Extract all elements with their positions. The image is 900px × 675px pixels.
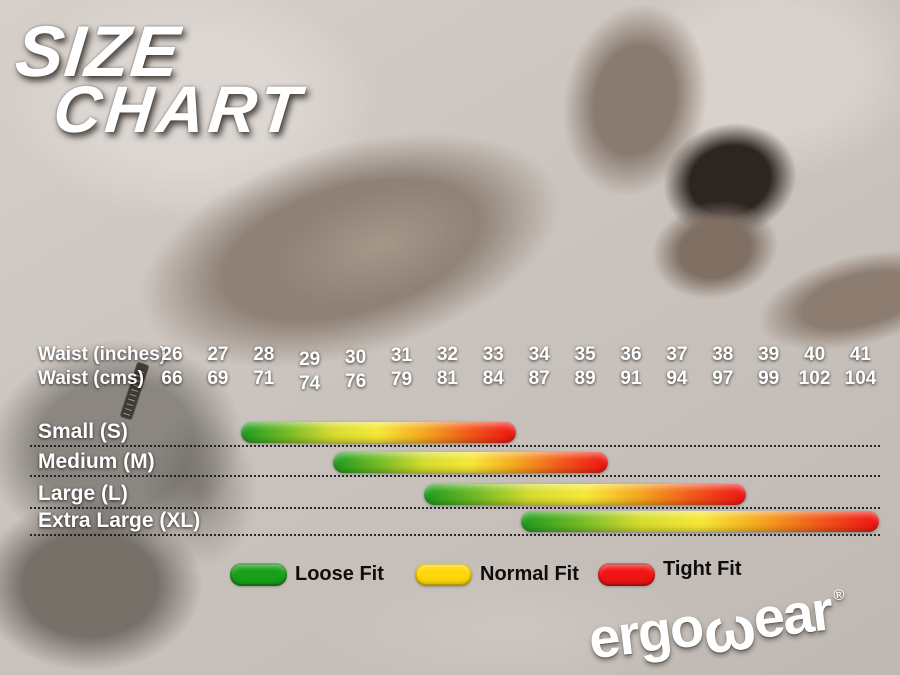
waist-inches-value: 39 [758,344,780,365]
waist-inches-value: 35 [574,344,596,365]
waist-inches-value: 29 [299,349,321,370]
waist-cms-value: 79 [390,369,413,390]
waist-inches-value: 38 [712,344,734,365]
waist-inches-value: 34 [528,344,550,365]
legend-label: Tight Fit [663,558,742,580]
bed-sheet-bottom [250,540,770,675]
legend-label: Loose Fit [295,563,384,585]
registered-trademark-icon: ® [832,586,846,605]
waist-inches-value: 33 [482,344,504,365]
waist-cms-value: 69 [207,368,229,389]
row-separator-dotted-line [30,475,880,477]
waist-cms-axis-label: Waist (cms) [38,368,144,389]
size-range-bar [424,484,746,505]
waist-cms-value: 102 [798,368,831,389]
row-separator-dotted-line [30,507,880,509]
waist-cms-value: 97 [712,368,734,389]
legend-swatch-loose-fit [230,563,287,586]
legend-swatch-normal-fit [415,563,472,586]
waist-inches-value: 32 [436,344,458,365]
waist-inches-value: 31 [390,345,413,366]
waist-inches-value: 30 [345,347,367,368]
waist-inches-value: 40 [804,344,826,365]
waist-cms-value: 99 [758,368,780,389]
size-range-bar [520,511,879,532]
size-row-label: Large (L) [38,482,128,505]
size-range-bar [332,452,609,473]
waist-inches-value: 41 [849,344,872,365]
waist-inches-axis-label: Waist (inches) [38,344,167,365]
waist-inches-value: 26 [161,344,183,365]
waist-cms-value: 94 [666,368,688,389]
waist-cms-value: 89 [574,368,596,389]
waist-inches-value: 37 [666,344,688,365]
row-separator-dotted-line [30,534,880,536]
legend-label: Normal Fit [480,563,579,585]
waist-inches-value: 36 [620,344,642,365]
logo-omega-glyph: ω [699,592,758,668]
legend-swatch-tight-fit [598,563,655,586]
logo-text-post: ear [749,578,835,651]
row-separator-dotted-line [30,445,880,447]
waist-inches-value: 28 [253,344,275,365]
waist-cms-value: 74 [299,373,321,394]
waist-cms-value: 104 [844,368,877,389]
waist-cms-value: 66 [161,368,183,389]
waist-cms-value: 76 [345,371,367,392]
waist-cms-value: 91 [620,368,642,389]
size-range-bar [240,422,517,443]
poster-title-line2: CHART [50,72,308,146]
waist-cms-value: 84 [482,368,504,389]
size-row-label: Extra Large (XL) [38,509,201,532]
waist-cms-value: 81 [436,368,458,389]
size-row-label: Medium (M) [38,450,155,473]
waist-cms-value: 71 [253,368,275,389]
size-row-label: Small (S) [38,420,128,443]
waist-cms-value: 87 [528,368,550,389]
waist-inches-value: 27 [207,344,229,365]
